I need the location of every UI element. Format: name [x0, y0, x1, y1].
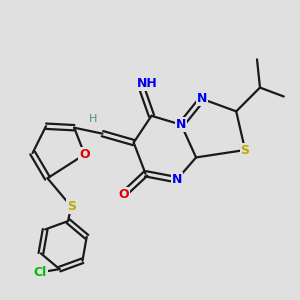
Text: S: S: [241, 143, 250, 157]
Text: NH: NH: [137, 76, 158, 90]
Text: O: O: [118, 188, 129, 201]
Text: S: S: [67, 200, 76, 213]
Text: N: N: [172, 173, 182, 186]
Text: H: H: [89, 114, 98, 124]
Text: N: N: [197, 92, 207, 105]
Text: Cl: Cl: [34, 266, 47, 279]
Text: N: N: [176, 118, 186, 131]
Text: O: O: [79, 148, 90, 161]
